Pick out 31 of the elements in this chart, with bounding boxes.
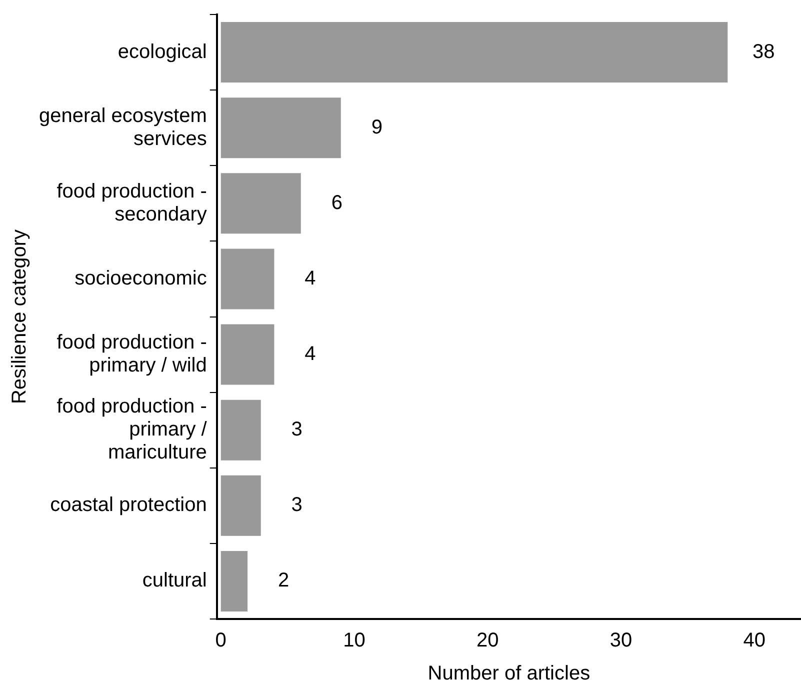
- y-tick-label: food production - primary / mariculture: [56, 396, 208, 464]
- data-label: 4: [304, 343, 316, 366]
- x-tick-label: 20: [476, 630, 499, 652]
- bar: [220, 248, 274, 310]
- bar: [220, 400, 261, 460]
- y-tick-label: food production - primary / wild: [56, 332, 207, 377]
- x-tick-label: 0: [215, 630, 226, 652]
- bar: [220, 324, 274, 385]
- y-tick-label: coastal protection: [50, 494, 207, 516]
- x-tick-label: 30: [610, 630, 632, 652]
- bar: [220, 550, 248, 612]
- data-label: 9: [371, 116, 382, 138]
- data-label: 3: [291, 418, 302, 441]
- y-tick-label: food production - secondary: [56, 180, 207, 226]
- y-tick-label: general ecosystem services: [38, 104, 207, 150]
- data-label: 3: [291, 494, 302, 516]
- y-tick-label: ecological: [118, 40, 207, 63]
- x-tick-label: 40: [743, 630, 766, 652]
- data-label: 38: [752, 40, 775, 63]
- x-axis-title: Number of articles: [428, 662, 590, 685]
- y-axis-title: Resilience category: [8, 229, 31, 404]
- data-label: 4: [304, 267, 316, 290]
- y-tick-label: socioeconomic: [74, 267, 207, 290]
- bar: [220, 98, 341, 158]
- data-label: 2: [278, 570, 290, 592]
- bar: [220, 22, 728, 83]
- bar: [220, 475, 261, 536]
- bar: [220, 173, 301, 234]
- y-tick-label: cultural: [142, 570, 207, 592]
- x-tick-label: 10: [343, 630, 366, 652]
- data-label: 6: [331, 192, 342, 214]
